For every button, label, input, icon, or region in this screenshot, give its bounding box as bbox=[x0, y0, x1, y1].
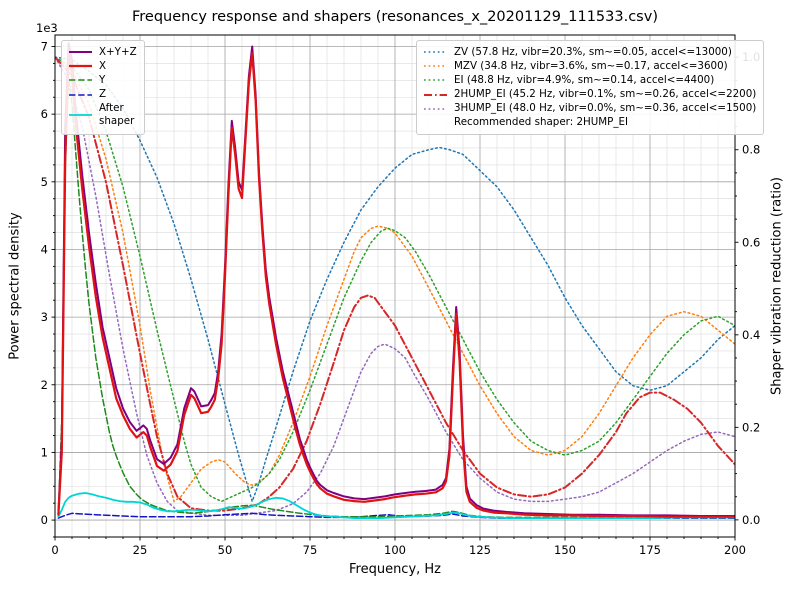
psd-legend: X+Y+Z X Y Z After shaper bbox=[61, 40, 145, 135]
legend-note-spacer bbox=[423, 118, 448, 128]
legend-entry-y: Y bbox=[68, 74, 137, 88]
legend-line-sample-icon bbox=[424, 107, 447, 110]
legend-label: After shaper bbox=[99, 101, 135, 128]
legend-label: ZV (57.8 Hz, vibr=20.3%, sm~=0.05, accel… bbox=[454, 45, 732, 58]
legend-entry-x: X bbox=[68, 60, 137, 74]
shaper-legend: ZV (57.8 Hz, vibr=20.3%, sm~=0.05, accel… bbox=[416, 40, 765, 136]
x-tick-label: 0 bbox=[51, 543, 58, 557]
right-y-tick-label: 0.2 bbox=[742, 420, 760, 434]
y-axis-offset-text: 1e3 bbox=[36, 21, 58, 35]
x-axis-label: Frequency, Hz bbox=[348, 562, 442, 577]
legend-line-sample-icon bbox=[424, 65, 447, 68]
series-zv bbox=[55, 56, 735, 503]
x-tick-label: 125 bbox=[469, 543, 491, 557]
left-y-tick-label: 4 bbox=[41, 242, 48, 256]
x-tick-label: 25 bbox=[133, 543, 148, 557]
legend-label: X bbox=[99, 59, 107, 72]
legend-line-sample-icon bbox=[424, 51, 447, 54]
series-x bbox=[57, 52, 735, 518]
right-y-tick-label: 0.8 bbox=[742, 143, 760, 157]
legend-note-text: Recommended shaper: 2HUMP_EI bbox=[454, 115, 629, 128]
left-y-tick-label: 1 bbox=[41, 445, 48, 459]
series-ei bbox=[55, 56, 735, 503]
legend-label: 3HUMP_EI (48.0 Hz, vibr=0.0%, sm~=0.36, … bbox=[454, 101, 757, 114]
x-tick-label: 50 bbox=[218, 543, 233, 557]
chart-title: Frequency response and shapers (resonanc… bbox=[132, 9, 658, 25]
legend-entry-3hump-ei: 3HUMP_EI (48.0 Hz, vibr=0.0%, sm~=0.36, … bbox=[423, 102, 756, 116]
right-y-tick-label: 0.6 bbox=[742, 235, 760, 249]
x-tick-label: 175 bbox=[639, 543, 661, 557]
legend-entry-z: Z bbox=[68, 88, 137, 102]
series-3hump-ei bbox=[55, 56, 735, 517]
left-y-tick-label: 2 bbox=[41, 378, 48, 392]
legend-entry-mzv: MZV (34.8 Hz, vibr=3.6%, sm~=0.17, accel… bbox=[423, 60, 756, 74]
left-y-tick-label: 7 bbox=[41, 40, 48, 54]
legend-entry-ei: EI (48.8 Hz, vibr=4.9%, sm~=0.14, accel<… bbox=[423, 74, 756, 88]
x-tick-label: 200 bbox=[724, 543, 746, 557]
legend-label: Z bbox=[99, 87, 107, 100]
legend-entry-sum: X+Y+Z bbox=[68, 46, 137, 60]
x-tick-label: 150 bbox=[554, 543, 576, 557]
legend-label: MZV (34.8 Hz, vibr=3.6%, sm~=0.17, accel… bbox=[454, 59, 728, 72]
left-y-tick-label: 0 bbox=[41, 513, 48, 527]
series-2hump-ei bbox=[55, 56, 735, 512]
left-y-tick-label: 6 bbox=[41, 107, 48, 121]
left-y-tick-label: 5 bbox=[41, 175, 48, 189]
left-y-axis-label: Power spectral density bbox=[7, 212, 23, 360]
series-after-shaper bbox=[57, 492, 735, 519]
right-y-tick-label: 0.0 bbox=[742, 513, 760, 527]
legend-line-sample-icon bbox=[69, 79, 92, 82]
legend-entry-after-shaper: After shaper bbox=[68, 102, 137, 129]
legend-label: Y bbox=[99, 73, 106, 86]
legend-line-sample-icon bbox=[424, 93, 447, 96]
series-mzv bbox=[55, 56, 735, 503]
x-tick-label: 100 bbox=[384, 543, 406, 557]
legend-line-sample-icon bbox=[424, 79, 447, 82]
left-y-tick-label: 3 bbox=[41, 310, 48, 324]
legend-label: X+Y+Z bbox=[99, 45, 137, 58]
legend-line-sample-icon bbox=[69, 65, 92, 68]
legend-label: EI (48.8 Hz, vibr=4.9%, sm~=0.14, accel<… bbox=[454, 73, 715, 86]
legend-label: 2HUMP_EI (45.2 Hz, vibr=0.1%, sm~=0.26, … bbox=[454, 87, 757, 100]
axis-ticks bbox=[51, 46, 739, 541]
legend-note: Recommended shaper: 2HUMP_EI bbox=[423, 116, 756, 130]
x-tick-label: 75 bbox=[303, 543, 318, 557]
series-lines bbox=[55, 42, 735, 519]
series-y bbox=[57, 79, 735, 519]
legend-entry-2hump-ei: 2HUMP_EI (45.2 Hz, vibr=0.1%, sm~=0.26, … bbox=[423, 88, 756, 102]
legend-line-sample-icon bbox=[69, 93, 92, 96]
legend-line-sample-icon bbox=[69, 51, 92, 54]
legend-line-sample-icon bbox=[69, 114, 92, 117]
legend-entry-zv: ZV (57.8 Hz, vibr=20.3%, sm~=0.05, accel… bbox=[423, 46, 756, 60]
right-y-axis-label: Shaper vibration reduction (ratio) bbox=[769, 177, 785, 395]
right-y-tick-label: 0.4 bbox=[742, 328, 760, 342]
